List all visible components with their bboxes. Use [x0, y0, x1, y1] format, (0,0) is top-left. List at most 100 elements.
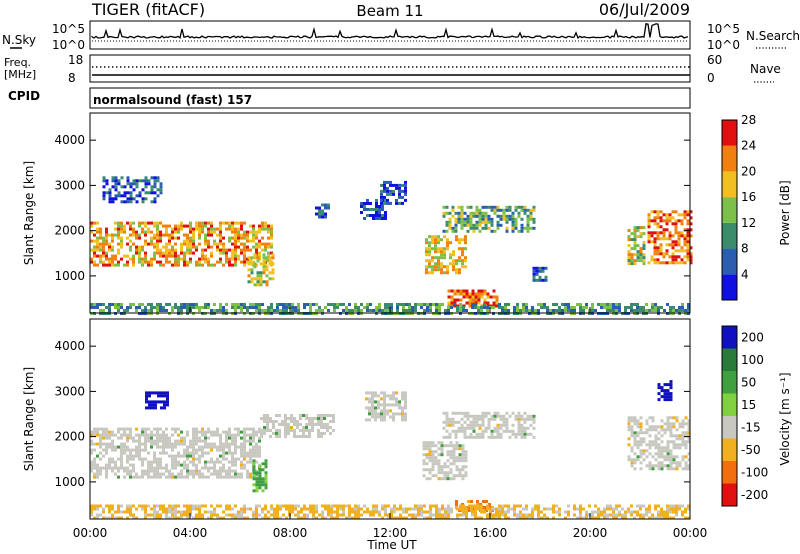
colorbar-tick-label: 200: [741, 330, 764, 344]
heatmap-cell: [669, 464, 673, 468]
heatmap-cell: [645, 443, 649, 447]
heatmap-cell: [459, 289, 463, 293]
heatmap-cell: [627, 419, 631, 423]
heatmap-cell: [114, 194, 118, 198]
heatmap-cell: [458, 456, 462, 460]
heatmap-cell: [660, 513, 663, 517]
heatmap-cell: [378, 205, 381, 208]
heatmap-cell: [256, 271, 260, 275]
heatmap-cell: [151, 406, 154, 410]
y-tick-label: 2000: [54, 224, 85, 238]
heatmap-cell: [681, 513, 684, 517]
heatmap-cell: [452, 459, 456, 463]
heatmap-cell: [671, 246, 675, 250]
heatmap-cell: [564, 516, 567, 520]
heatmap-cell: [636, 425, 640, 429]
heatmap-cell: [270, 236, 273, 240]
heatmap-cell: [144, 257, 147, 261]
heatmap-cell: [408, 513, 411, 517]
heatmap-cell: [120, 457, 123, 461]
heatmap-cell: [141, 457, 144, 461]
heatmap-cell: [117, 251, 120, 255]
heatmap-cell: [496, 208, 500, 212]
heatmap-cell: [135, 445, 138, 449]
heatmap-cell: [636, 229, 640, 233]
heatmap-cell: [126, 263, 129, 267]
heatmap-cell: [480, 516, 483, 520]
heatmap-cell: [603, 513, 606, 517]
heatmap-cell: [510, 507, 513, 511]
heatmap-cell: [499, 417, 503, 421]
heatmap-cell: [135, 182, 139, 186]
heatmap-cell: [195, 427, 198, 431]
heatmap-cell: [639, 247, 643, 251]
heatmap-cell: [472, 417, 476, 421]
heatmap-cell: [383, 400, 386, 404]
heatmap-cell: [380, 195, 383, 199]
heatmap-cell: [117, 227, 120, 231]
heatmap-cell: [516, 303, 519, 306]
heatmap-cell: [165, 309, 168, 312]
heatmap-cell: [380, 391, 383, 395]
heatmap-cell: [189, 460, 192, 464]
heatmap-cell: [659, 219, 663, 223]
heatmap-cell: [684, 446, 688, 450]
heatmap-cell: [680, 213, 684, 217]
heatmap-cell: [597, 507, 600, 511]
heatmap-cell: [686, 252, 690, 256]
heatmap-cell: [144, 221, 147, 225]
heatmap-cell: [639, 250, 643, 254]
heatmap-cell: [437, 468, 441, 472]
heatmap-cell: [481, 414, 485, 418]
heatmap-cell: [117, 466, 120, 470]
heatmap-cell: [654, 440, 658, 444]
heatmap-cell: [263, 432, 266, 435]
heatmap-cell: [505, 220, 509, 224]
heatmap-cell: [234, 221, 237, 225]
heatmap-cell: [234, 475, 237, 479]
heatmap-cell: [210, 254, 213, 258]
heatmap-cell: [246, 451, 249, 455]
heatmap-cell: [381, 214, 384, 217]
heatmap-cell: [117, 303, 120, 306]
heatmap-cell: [171, 227, 174, 231]
heatmap-cell: [111, 504, 114, 508]
heatmap-cell: [108, 430, 111, 434]
heatmap-cell: [159, 475, 162, 479]
heatmap-cell: [198, 445, 201, 449]
heatmap-cell: [501, 306, 504, 309]
heatmap-cell: [90, 504, 93, 508]
heatmap-cell: [687, 309, 690, 312]
heatmap-cell: [252, 454, 255, 458]
heatmap-cell: [129, 507, 132, 511]
heatmap-cell: [99, 227, 102, 231]
heatmap-cell: [627, 256, 631, 260]
heatmap-cell: [567, 306, 570, 309]
heatmap-cell: [478, 208, 482, 212]
heatmap-cell: [222, 221, 225, 225]
heatmap-cell: [165, 445, 168, 449]
heatmap-cell: [252, 303, 255, 306]
heatmap-cell: [564, 510, 567, 514]
heatmap-cell: [368, 409, 371, 413]
x-tick-label: 20:00: [573, 526, 608, 540]
heatmap-cell: [252, 230, 255, 234]
heatmap-cell: [168, 516, 171, 520]
heatmap-cell: [674, 243, 678, 247]
heatmap-cell: [144, 254, 147, 258]
heatmap-cell: [496, 435, 500, 439]
heatmap-cell: [449, 471, 453, 475]
heatmap-cell: [396, 507, 399, 511]
heatmap-cell: [231, 516, 234, 520]
heatmap-cell: [237, 245, 240, 249]
heatmap-cell: [228, 469, 231, 473]
heatmap-cell: [189, 504, 192, 508]
heatmap-cell: [653, 249, 657, 253]
heatmap-cell: [231, 475, 234, 479]
heatmap-cell: [108, 188, 112, 192]
heatmap-cell: [246, 460, 249, 464]
heatmap-cell: [249, 306, 252, 309]
heatmap-cell: [168, 239, 171, 243]
heatmap-cell: [666, 510, 669, 514]
heatmap-cell: [393, 504, 396, 508]
